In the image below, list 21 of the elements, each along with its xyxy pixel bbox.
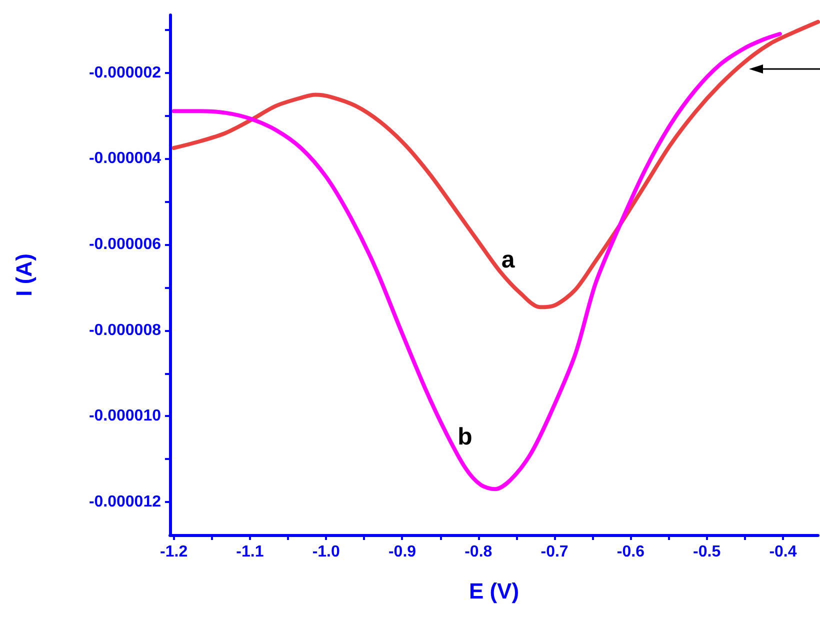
annotation: a	[501, 246, 516, 274]
x-tick-label: -0.4	[769, 544, 797, 560]
x-tick-label: -1.1	[236, 544, 264, 560]
x-tick-label: -0.6	[616, 544, 645, 560]
line-series	[172, 20, 820, 310]
x-axis-title: E (V)	[468, 578, 520, 604]
annotation: b	[458, 424, 472, 450]
y-tick-label: -0.000002	[88, 64, 162, 82]
x-tick-label: -1.0	[312, 544, 340, 560]
x-tick-label: -0.5	[693, 544, 721, 560]
y-tick-label: -0.000012	[88, 493, 162, 510]
x-tick-label: -0.9	[388, 544, 416, 560]
x-tick-label: -1.2	[160, 544, 188, 560]
y-axis-title: I (A)	[12, 254, 36, 296]
x-tick-label: -0.7	[540, 544, 568, 560]
y-tick-label: -0.000008	[88, 322, 162, 339]
y-tick-label: -0.000004	[88, 150, 162, 168]
y-tick-label: -0.000006	[88, 236, 162, 254]
y-tick-label: -0.000010	[88, 408, 162, 425]
line-series	[172, 32, 782, 492]
x-tick-label: -0.8	[464, 544, 492, 560]
